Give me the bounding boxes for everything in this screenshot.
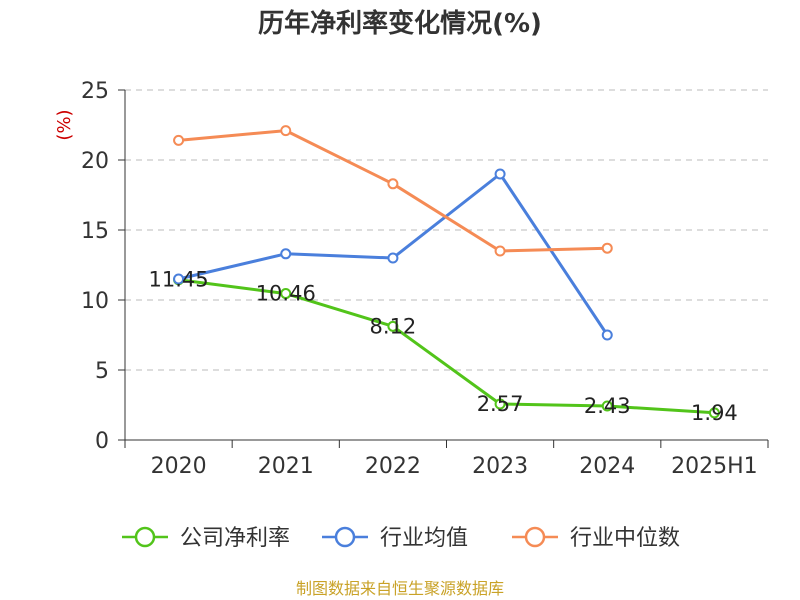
series-point-0	[387, 320, 399, 332]
axes: 0 5 10 15 20 25 2020 2021 2022 2023 2024 2025H1	[81, 79, 769, 479]
legend-marker-0	[134, 526, 156, 548]
y-tick-label: 10	[81, 289, 109, 314]
y-tick-label: 0	[95, 429, 109, 454]
series-point-1	[387, 252, 399, 264]
series-line-2	[178, 129, 608, 253]
chart-title: 历年净利率变化情况(%)	[258, 8, 542, 39]
data-label: 10.46	[256, 282, 316, 306]
grid-lines	[125, 89, 768, 371]
y-tick-label: 5	[95, 359, 109, 384]
legend-label-1[interactable]: 行业均值	[380, 526, 468, 551]
series-point-2	[387, 178, 399, 190]
data-label: 8.12	[370, 314, 417, 338]
series-point-0	[280, 288, 292, 300]
x-tick-label: 2023	[472, 454, 528, 479]
legend[interactable]: 公司净利率 行业均值 行业中位数	[122, 526, 680, 551]
data-label: 11.45	[149, 268, 209, 292]
legend-label-0[interactable]: 公司净利率	[180, 526, 290, 551]
data-label: 1.94	[691, 401, 738, 425]
series-point-0	[601, 400, 613, 412]
data-labels: 11.45 10.46 8.12 2.57 2.43 1.94	[149, 268, 738, 425]
series-point-2	[494, 245, 506, 257]
series-point-1	[280, 248, 292, 260]
y-tick-label: 20	[81, 149, 109, 174]
series-point-2	[280, 125, 292, 137]
y-tick-label: 25	[81, 79, 109, 104]
series-point-2	[173, 134, 185, 146]
series-point-0	[494, 398, 506, 410]
legend-marker-2	[524, 526, 546, 548]
x-tick-label: 2024	[579, 454, 635, 479]
data-label: 2.43	[584, 394, 631, 418]
series-layer	[173, 125, 720, 419]
series-point-0	[708, 407, 720, 419]
series-point-2	[601, 242, 613, 254]
x-tick-label: 2022	[365, 454, 421, 479]
y-axis-unit: (%)	[54, 109, 75, 140]
series-point-1	[494, 168, 506, 180]
legend-marker-1	[334, 526, 356, 548]
y-tick-label: 15	[81, 219, 109, 244]
x-tick-label: 2021	[258, 454, 314, 479]
series-point-1	[601, 329, 613, 341]
x-tick-label: 2020	[151, 454, 207, 479]
x-tick-label: 2025H1	[671, 454, 758, 479]
series-point-1	[173, 273, 185, 285]
source-note: 制图数据来自恒生聚源数据库	[296, 579, 504, 598]
series-line-0	[178, 278, 715, 415]
legend-label-2[interactable]: 行业中位数	[570, 526, 680, 551]
data-label: 2.57	[477, 392, 524, 416]
